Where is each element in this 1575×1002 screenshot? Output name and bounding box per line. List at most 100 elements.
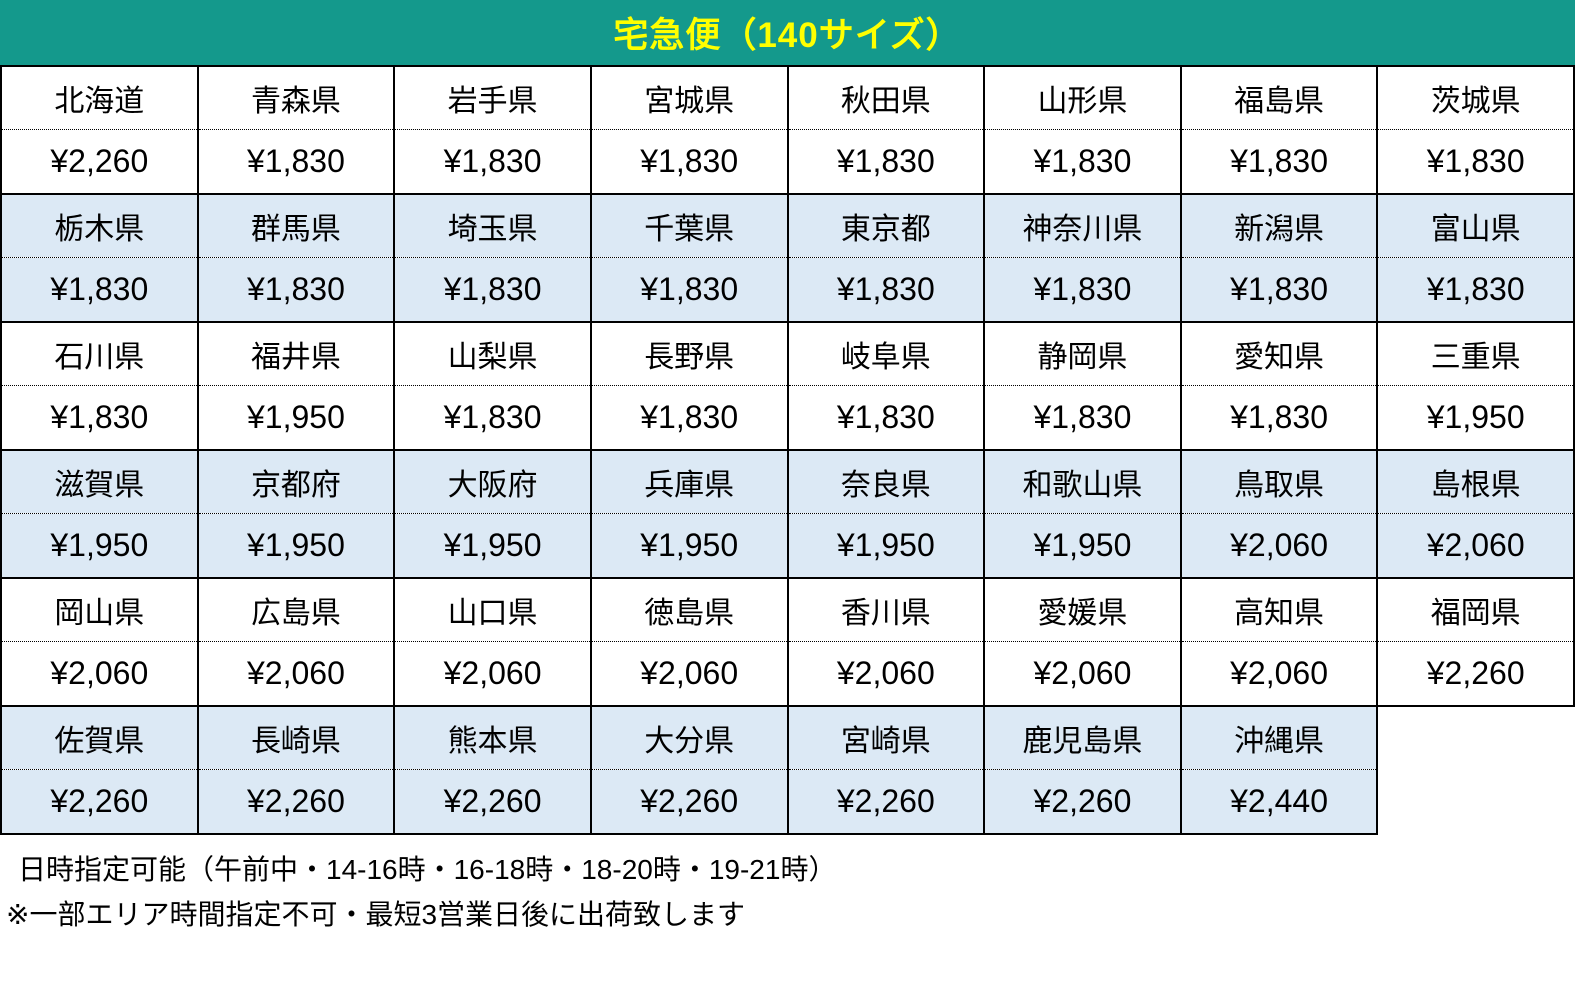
prefecture-cell: 東京都 bbox=[786, 193, 986, 258]
prefecture-cell: 沖縄県 bbox=[1179, 705, 1379, 770]
prefecture-cell: 大分県 bbox=[589, 705, 789, 770]
price-cell: ¥2,260 bbox=[393, 769, 592, 835]
price-cell: ¥1,830 bbox=[196, 257, 396, 323]
price-cell: ¥2,260 bbox=[589, 769, 789, 835]
price-cell: ¥1,830 bbox=[983, 385, 1182, 451]
price-cell: ¥2,260 bbox=[0, 769, 199, 835]
price-cell: ¥2,060 bbox=[196, 641, 396, 707]
footer-notes: 日時指定可能（午前中・14-16時・16-18時・18-20時・19-21時） … bbox=[0, 847, 1575, 938]
price-cell: ¥1,830 bbox=[196, 129, 396, 195]
empty-cell bbox=[1377, 769, 1574, 834]
price-row: ¥2,260 ¥1,830 ¥1,830 ¥1,830 ¥1,830 ¥1,830 ¥1,8… bbox=[0, 129, 1575, 195]
price-row: ¥1,950 ¥1,950 ¥1,950 ¥1,950 ¥1,950 ¥1,950 ¥2,0… bbox=[0, 513, 1575, 579]
price-cell: ¥1,830 bbox=[393, 129, 592, 195]
prefecture-cell: 三重県 bbox=[1376, 321, 1575, 386]
price-cell: ¥2,060 bbox=[1179, 513, 1379, 579]
price-cell: ¥2,060 bbox=[983, 641, 1182, 707]
price-cell: ¥2,260 bbox=[0, 129, 199, 195]
shipping-rate-table-body: 北海道 青森県 岩手県 宮城県 秋田県 山形県 福島県 茨城県 ¥2,260 ¥1,830 ¥1,8… bbox=[0, 65, 1575, 835]
prefecture-cell: 徳島県 bbox=[589, 577, 789, 642]
price-cell: ¥1,830 bbox=[1376, 257, 1575, 323]
prefecture-cell: 栃木県 bbox=[0, 193, 199, 258]
price-cell: ¥2,260 bbox=[196, 769, 396, 835]
prefecture-cell: 熊本県 bbox=[393, 705, 592, 770]
table-title-bar: 宅急便（140サイズ） bbox=[0, 0, 1575, 65]
price-cell: ¥1,830 bbox=[0, 257, 199, 323]
price-cell: ¥1,830 bbox=[1376, 129, 1575, 195]
price-cell: ¥1,950 bbox=[196, 385, 396, 451]
prefecture-cell: 福島県 bbox=[1179, 65, 1379, 130]
prefecture-cell: 千葉県 bbox=[589, 193, 789, 258]
prefecture-cell: 香川県 bbox=[786, 577, 986, 642]
prefecture-cell: 愛知県 bbox=[1179, 321, 1379, 386]
prefecture-cell: 岩手県 bbox=[393, 65, 592, 130]
price-cell: ¥1,830 bbox=[983, 257, 1182, 323]
price-cell: ¥2,060 bbox=[0, 641, 199, 707]
prefecture-cell: 神奈川県 bbox=[983, 193, 1182, 258]
prefecture-cell: 鳥取県 bbox=[1179, 449, 1379, 514]
price-cell: ¥1,830 bbox=[1179, 129, 1379, 195]
prefecture-cell: 茨城県 bbox=[1376, 65, 1575, 130]
prefecture-cell: 宮崎県 bbox=[786, 705, 986, 770]
prefecture-cell: 兵庫県 bbox=[589, 449, 789, 514]
price-cell: ¥1,950 bbox=[786, 513, 986, 579]
price-cell: ¥1,830 bbox=[1179, 257, 1379, 323]
price-cell: ¥1,950 bbox=[983, 513, 1182, 579]
prefecture-cell: 宮城県 bbox=[589, 65, 789, 130]
prefecture-name-row: 北海道 青森県 岩手県 宮城県 秋田県 山形県 福島県 茨城県 bbox=[0, 65, 1575, 130]
price-cell: ¥1,830 bbox=[589, 385, 789, 451]
table-title: 宅急便（140サイズ） bbox=[613, 16, 962, 55]
price-cell: ¥1,830 bbox=[786, 257, 986, 323]
price-cell: ¥1,950 bbox=[589, 513, 789, 579]
price-cell: ¥1,830 bbox=[393, 385, 592, 451]
prefecture-cell: 新潟県 bbox=[1179, 193, 1379, 258]
price-cell: ¥1,830 bbox=[786, 129, 986, 195]
price-row: ¥1,830 ¥1,950 ¥1,830 ¥1,830 ¥1,830 ¥1,830 ¥1,8… bbox=[0, 385, 1575, 451]
prefecture-cell: 山形県 bbox=[983, 65, 1182, 130]
delivery-time-note: 日時指定可能（午前中・14-16時・16-18時・18-20時・19-21時） bbox=[18, 854, 837, 885]
price-cell: ¥1,830 bbox=[0, 385, 199, 451]
area-restriction-note: ※一部エリア時間指定不可・最短3営業日後に出荷致します bbox=[6, 899, 746, 931]
price-cell: ¥1,830 bbox=[1179, 385, 1379, 451]
prefecture-cell: 滋賀県 bbox=[0, 449, 199, 514]
prefecture-cell: 埼玉県 bbox=[393, 193, 592, 258]
prefecture-name-row: 佐賀県 長崎県 熊本県 大分県 宮崎県 鹿児島県 沖縄県 bbox=[0, 705, 1574, 770]
prefecture-cell: 青森県 bbox=[196, 65, 396, 130]
price-cell: ¥2,260 bbox=[983, 769, 1182, 835]
prefecture-cell: 愛媛県 bbox=[983, 577, 1182, 642]
price-cell: ¥1,830 bbox=[983, 129, 1182, 195]
prefecture-cell: 岡山県 bbox=[0, 577, 199, 642]
price-cell: ¥1,950 bbox=[393, 513, 592, 579]
prefecture-cell: 佐賀県 bbox=[0, 705, 199, 770]
prefecture-cell: 秋田県 bbox=[786, 65, 986, 130]
empty-cell bbox=[1377, 706, 1574, 770]
prefecture-cell: 北海道 bbox=[0, 65, 199, 130]
prefecture-cell: 長野県 bbox=[589, 321, 789, 386]
prefecture-name-row: 岡山県 広島県 山口県 徳島県 香川県 愛媛県 高知県 福岡県 bbox=[0, 577, 1575, 642]
price-cell: ¥1,830 bbox=[589, 129, 789, 195]
price-cell: ¥1,830 bbox=[589, 257, 789, 323]
prefecture-cell: 大阪府 bbox=[393, 449, 592, 514]
prefecture-cell: 和歌山県 bbox=[983, 449, 1182, 514]
price-cell: ¥1,950 bbox=[0, 513, 199, 579]
price-cell: ¥1,830 bbox=[786, 385, 986, 451]
prefecture-name-row: 滋賀県 京都府 大阪府 兵庫県 奈良県 和歌山県 鳥取県 島根県 bbox=[0, 449, 1575, 514]
price-cell: ¥2,260 bbox=[1376, 641, 1575, 707]
prefecture-cell: 島根県 bbox=[1376, 449, 1575, 514]
price-cell: ¥1,830 bbox=[393, 257, 592, 323]
prefecture-cell: 富山県 bbox=[1376, 193, 1575, 258]
prefecture-cell: 京都府 bbox=[196, 449, 396, 514]
prefecture-cell: 岐阜県 bbox=[786, 321, 986, 386]
prefecture-cell: 広島県 bbox=[196, 577, 396, 642]
price-row: ¥1,830 ¥1,830 ¥1,830 ¥1,830 ¥1,830 ¥1,830 ¥1,8… bbox=[0, 257, 1575, 323]
prefecture-cell: 長崎県 bbox=[196, 705, 396, 770]
price-row: ¥2,060 ¥2,060 ¥2,060 ¥2,060 ¥2,060 ¥2,060 ¥2,0… bbox=[0, 641, 1575, 707]
prefecture-cell: 群馬県 bbox=[196, 193, 396, 258]
prefecture-cell: 奈良県 bbox=[786, 449, 986, 514]
prefecture-name-row: 栃木県 群馬県 埼玉県 千葉県 東京都 神奈川県 新潟県 富山県 bbox=[0, 193, 1575, 258]
prefecture-cell: 福井県 bbox=[196, 321, 396, 386]
price-cell: ¥1,950 bbox=[1376, 385, 1575, 451]
price-cell: ¥2,060 bbox=[589, 641, 789, 707]
price-cell: ¥2,060 bbox=[786, 641, 986, 707]
